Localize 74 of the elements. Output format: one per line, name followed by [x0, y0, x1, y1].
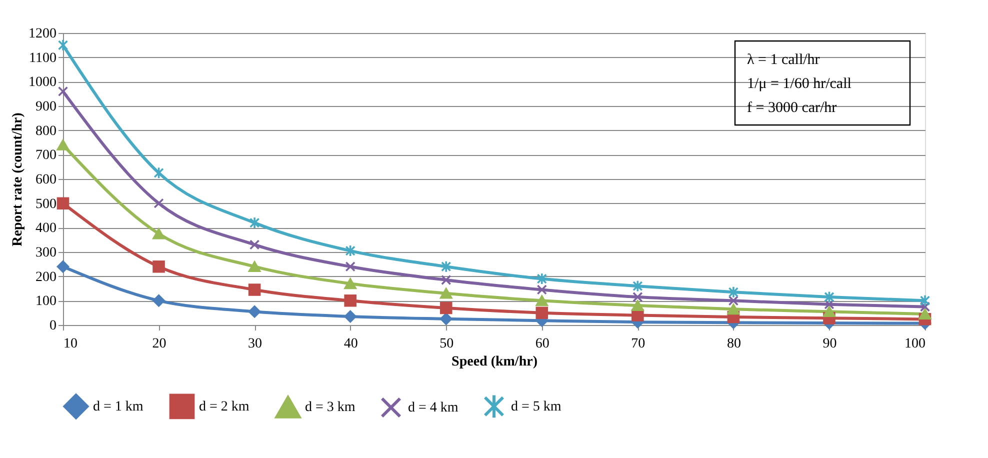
y-tick-label: 1100 — [29, 50, 56, 66]
legend-label: d = 4 km — [408, 400, 458, 416]
point — [249, 216, 260, 229]
y-tick-label: 700 — [36, 148, 56, 164]
point — [345, 262, 356, 272]
legend-label: d = 5 km — [511, 399, 562, 414]
point — [536, 272, 547, 285]
x-axis-title: Speed (km/hr) — [452, 354, 538, 370]
x-tick-label: 50 — [440, 336, 454, 352]
point — [824, 299, 834, 310]
x-tick-label: 40 — [344, 336, 358, 352]
point — [152, 228, 165, 240]
x-tick-label: 80 — [726, 336, 741, 352]
point — [248, 305, 261, 318]
point — [58, 39, 68, 52]
point — [440, 312, 452, 326]
point — [536, 295, 548, 306]
annotation: 1/μ = 1/60 hr/call — [747, 76, 852, 92]
y-tick-label: 1200 — [28, 26, 56, 42]
point — [920, 294, 930, 307]
point — [441, 260, 452, 273]
point — [344, 294, 356, 307]
point — [632, 292, 643, 302]
point — [154, 166, 164, 180]
x-tick-label: 100 — [904, 336, 926, 352]
point — [58, 86, 68, 96]
point — [632, 280, 643, 292]
point — [536, 306, 548, 319]
y-tick-label: 0 — [50, 318, 56, 334]
x-tick-label: 70 — [631, 336, 646, 352]
x-tick-label: 90 — [822, 336, 837, 352]
legend-label: d = 1 km — [93, 399, 144, 414]
annotation: f = 3000 car/hr — [747, 100, 837, 116]
point — [344, 310, 356, 323]
y-tick-label: 200 — [36, 270, 56, 285]
point — [823, 306, 836, 318]
point — [345, 244, 356, 257]
point — [344, 278, 356, 290]
point — [152, 260, 165, 273]
legend-label: d = 3 km — [305, 400, 356, 416]
point — [536, 284, 547, 295]
point — [248, 284, 261, 296]
point — [632, 300, 644, 311]
y-tick-label: 1000 — [28, 75, 56, 90]
point — [440, 288, 452, 299]
y-tick-label: 300 — [36, 246, 56, 260]
y-tick-label: 100 — [36, 294, 56, 310]
x-tick-label: 10 — [64, 336, 78, 352]
point — [56, 197, 70, 210]
point — [727, 304, 740, 315]
y-tick-label: 600 — [36, 172, 56, 188]
point — [918, 308, 932, 320]
point — [248, 261, 261, 272]
y-tick-label: 900 — [36, 100, 56, 114]
point — [56, 139, 70, 150]
point — [441, 274, 452, 286]
annotation: λ = 1 call/hr — [747, 52, 820, 68]
point — [440, 302, 452, 314]
point — [154, 198, 164, 208]
point — [56, 260, 70, 273]
x-tick-label: 60 — [535, 336, 550, 352]
point — [728, 296, 739, 306]
point — [824, 290, 834, 304]
point — [920, 302, 930, 312]
y-tick-label: 400 — [36, 221, 56, 236]
x-tick-label: 30 — [248, 336, 262, 352]
y-axis-title: Report rate (count/hr) — [10, 112, 26, 246]
point — [249, 240, 260, 250]
x-tick-label: 20 — [152, 336, 166, 352]
point — [152, 294, 165, 307]
y-tick-label: 500 — [36, 196, 56, 212]
legend-label: d = 2 km — [199, 399, 250, 414]
y-tick-label: 800 — [36, 124, 56, 139]
point — [728, 286, 739, 298]
